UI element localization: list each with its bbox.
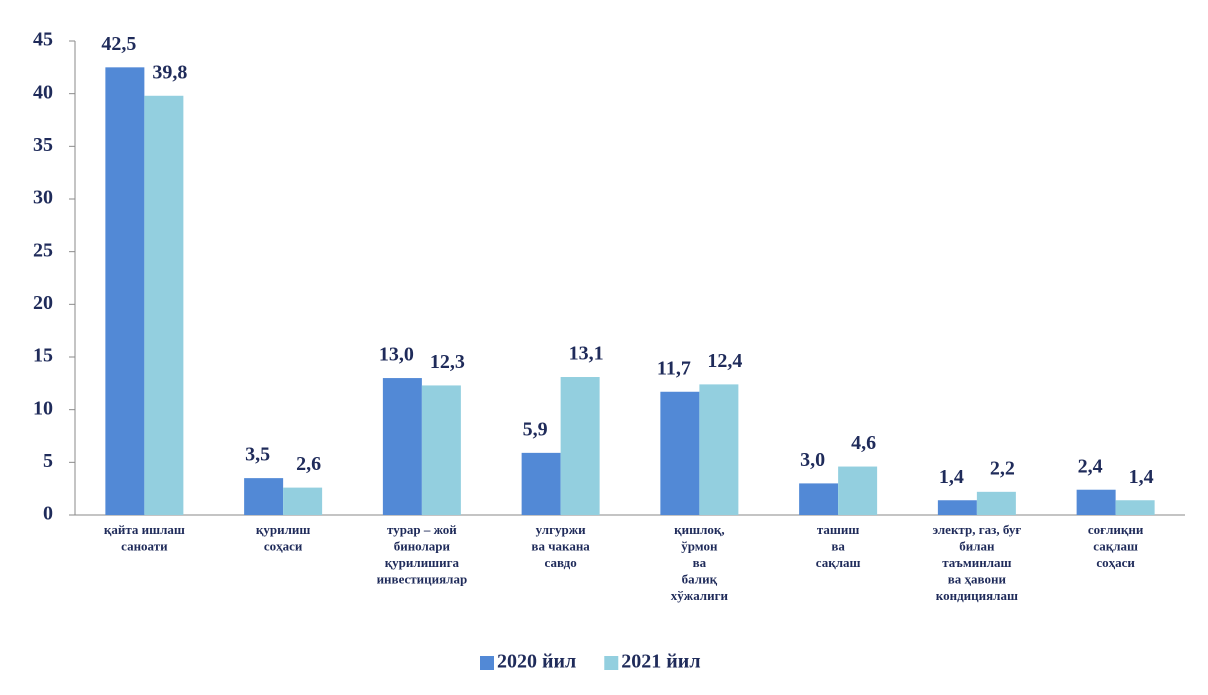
bar — [976, 491, 1016, 515]
x-tick-label: соғлиқни сақлаш соҳаси — [1088, 522, 1144, 570]
bar — [560, 377, 600, 515]
x-tick-label: ташиш ва сақлаш — [816, 522, 861, 570]
bar — [937, 500, 977, 515]
legend-swatch — [480, 656, 494, 670]
bar — [660, 391, 700, 515]
bar — [382, 378, 422, 515]
value-label: 2,4 — [1078, 455, 1103, 477]
value-label: 39,8 — [152, 61, 187, 83]
value-label: 13,0 — [379, 344, 414, 366]
value-label: 1,4 — [939, 466, 964, 488]
value-label: 4,6 — [851, 432, 876, 454]
value-label: 1,4 — [1129, 466, 1154, 488]
bar — [699, 384, 739, 515]
y-tick-label: 0 — [43, 503, 53, 525]
y-tick-label: 20 — [33, 292, 53, 314]
y-tick-label: 25 — [33, 239, 53, 261]
value-label: 2,6 — [296, 453, 321, 475]
x-tick-label: қурилиш соҳаси — [256, 522, 310, 554]
value-label: 11,7 — [657, 357, 691, 379]
y-tick-label: 15 — [33, 345, 53, 367]
bar — [244, 478, 284, 515]
bar — [1115, 500, 1155, 515]
value-label: 5,9 — [523, 418, 548, 440]
legend-swatch — [604, 656, 619, 670]
bar — [421, 385, 461, 515]
bar — [799, 483, 839, 515]
x-tick-label: улгуржи ва чакана савдо — [531, 522, 590, 570]
value-label: 2,2 — [990, 457, 1015, 479]
y-tick-label: 35 — [33, 134, 53, 156]
bar — [1076, 489, 1116, 515]
legend-label: 2021 йил — [621, 651, 700, 673]
bar — [105, 67, 145, 515]
x-tick-label: қишлоқ, ўрмон ва балиқ хўжалиги — [671, 522, 729, 603]
value-label: 12,4 — [707, 350, 742, 372]
value-label: 3,0 — [800, 449, 825, 471]
legend-label: 2020 йил — [497, 651, 576, 673]
y-tick-label: 30 — [33, 187, 53, 209]
bar — [521, 452, 561, 515]
value-label: 3,5 — [245, 444, 270, 466]
y-tick-label: 45 — [33, 29, 53, 51]
bar — [283, 487, 323, 515]
y-tick-label: 40 — [33, 81, 53, 103]
value-label: 13,1 — [569, 343, 604, 365]
bar — [144, 95, 184, 516]
y-tick-label: 5 — [43, 450, 53, 472]
value-label: 42,5 — [101, 33, 136, 55]
y-tick-label: 10 — [33, 397, 53, 419]
x-tick-label: қайта ишлаш саноати — [104, 522, 185, 554]
value-label: 12,3 — [430, 351, 465, 373]
bar — [838, 466, 878, 515]
x-tick-label: электр, газ, буғ билан таъминлаш ва ҳавони к… — [933, 522, 1022, 603]
x-tick-label: турар – жой бинолари қурилишига инвестициял… — [377, 522, 468, 587]
